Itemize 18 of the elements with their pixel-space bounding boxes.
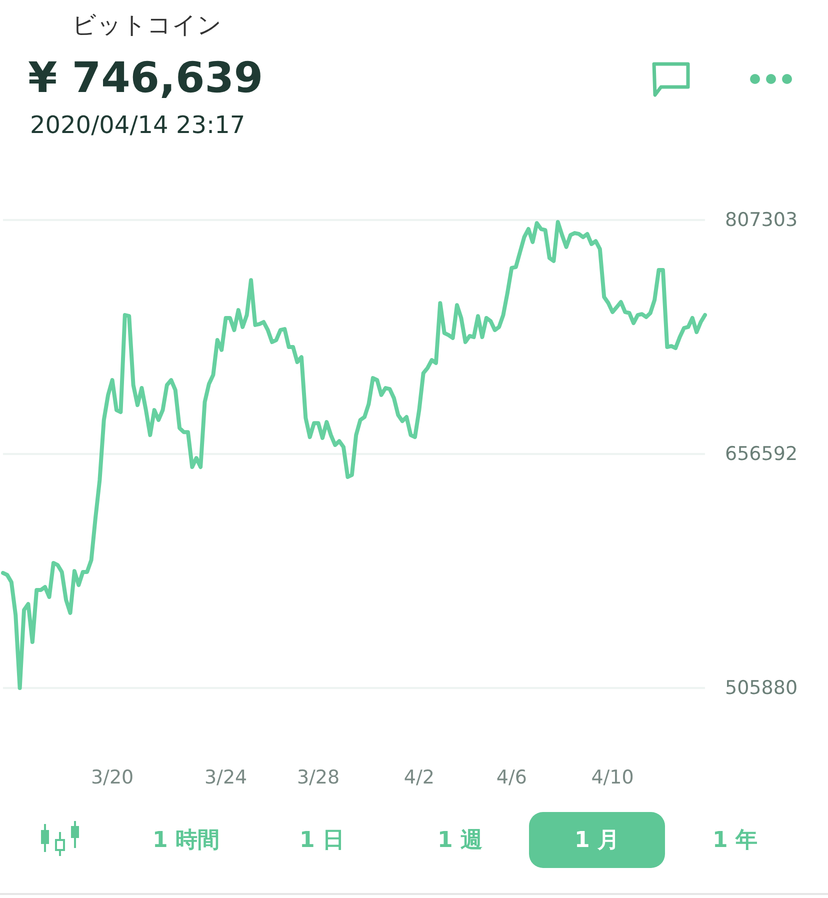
text: 1 年 [712,827,758,855]
text: 2020/04/14 23:17 [30,110,246,141]
x-tick-label: 4/6 [496,766,527,788]
y-tick-label: 656592 [725,443,798,465]
x-tick-label: 3/28 [296,766,340,788]
text: 1 月 [529,812,665,868]
y-tick-label: 807303 [725,209,798,231]
y-tick-label: 505880 [725,677,798,699]
line-series [1,220,707,690]
text: 1 週 [436,827,484,855]
x-tick-label: 3/24 [204,766,248,788]
x-tick-label: 4/2 [404,766,434,788]
x-tick-label: 4/10 [591,766,634,788]
chart-subtitle: ¥ 746,639 [28,52,264,104]
text: 1 時間 [152,827,220,855]
chart-title: ビットコイン [72,10,222,41]
text: 1 日 [298,827,346,855]
x-tick-label: 3/20 [90,766,134,788]
